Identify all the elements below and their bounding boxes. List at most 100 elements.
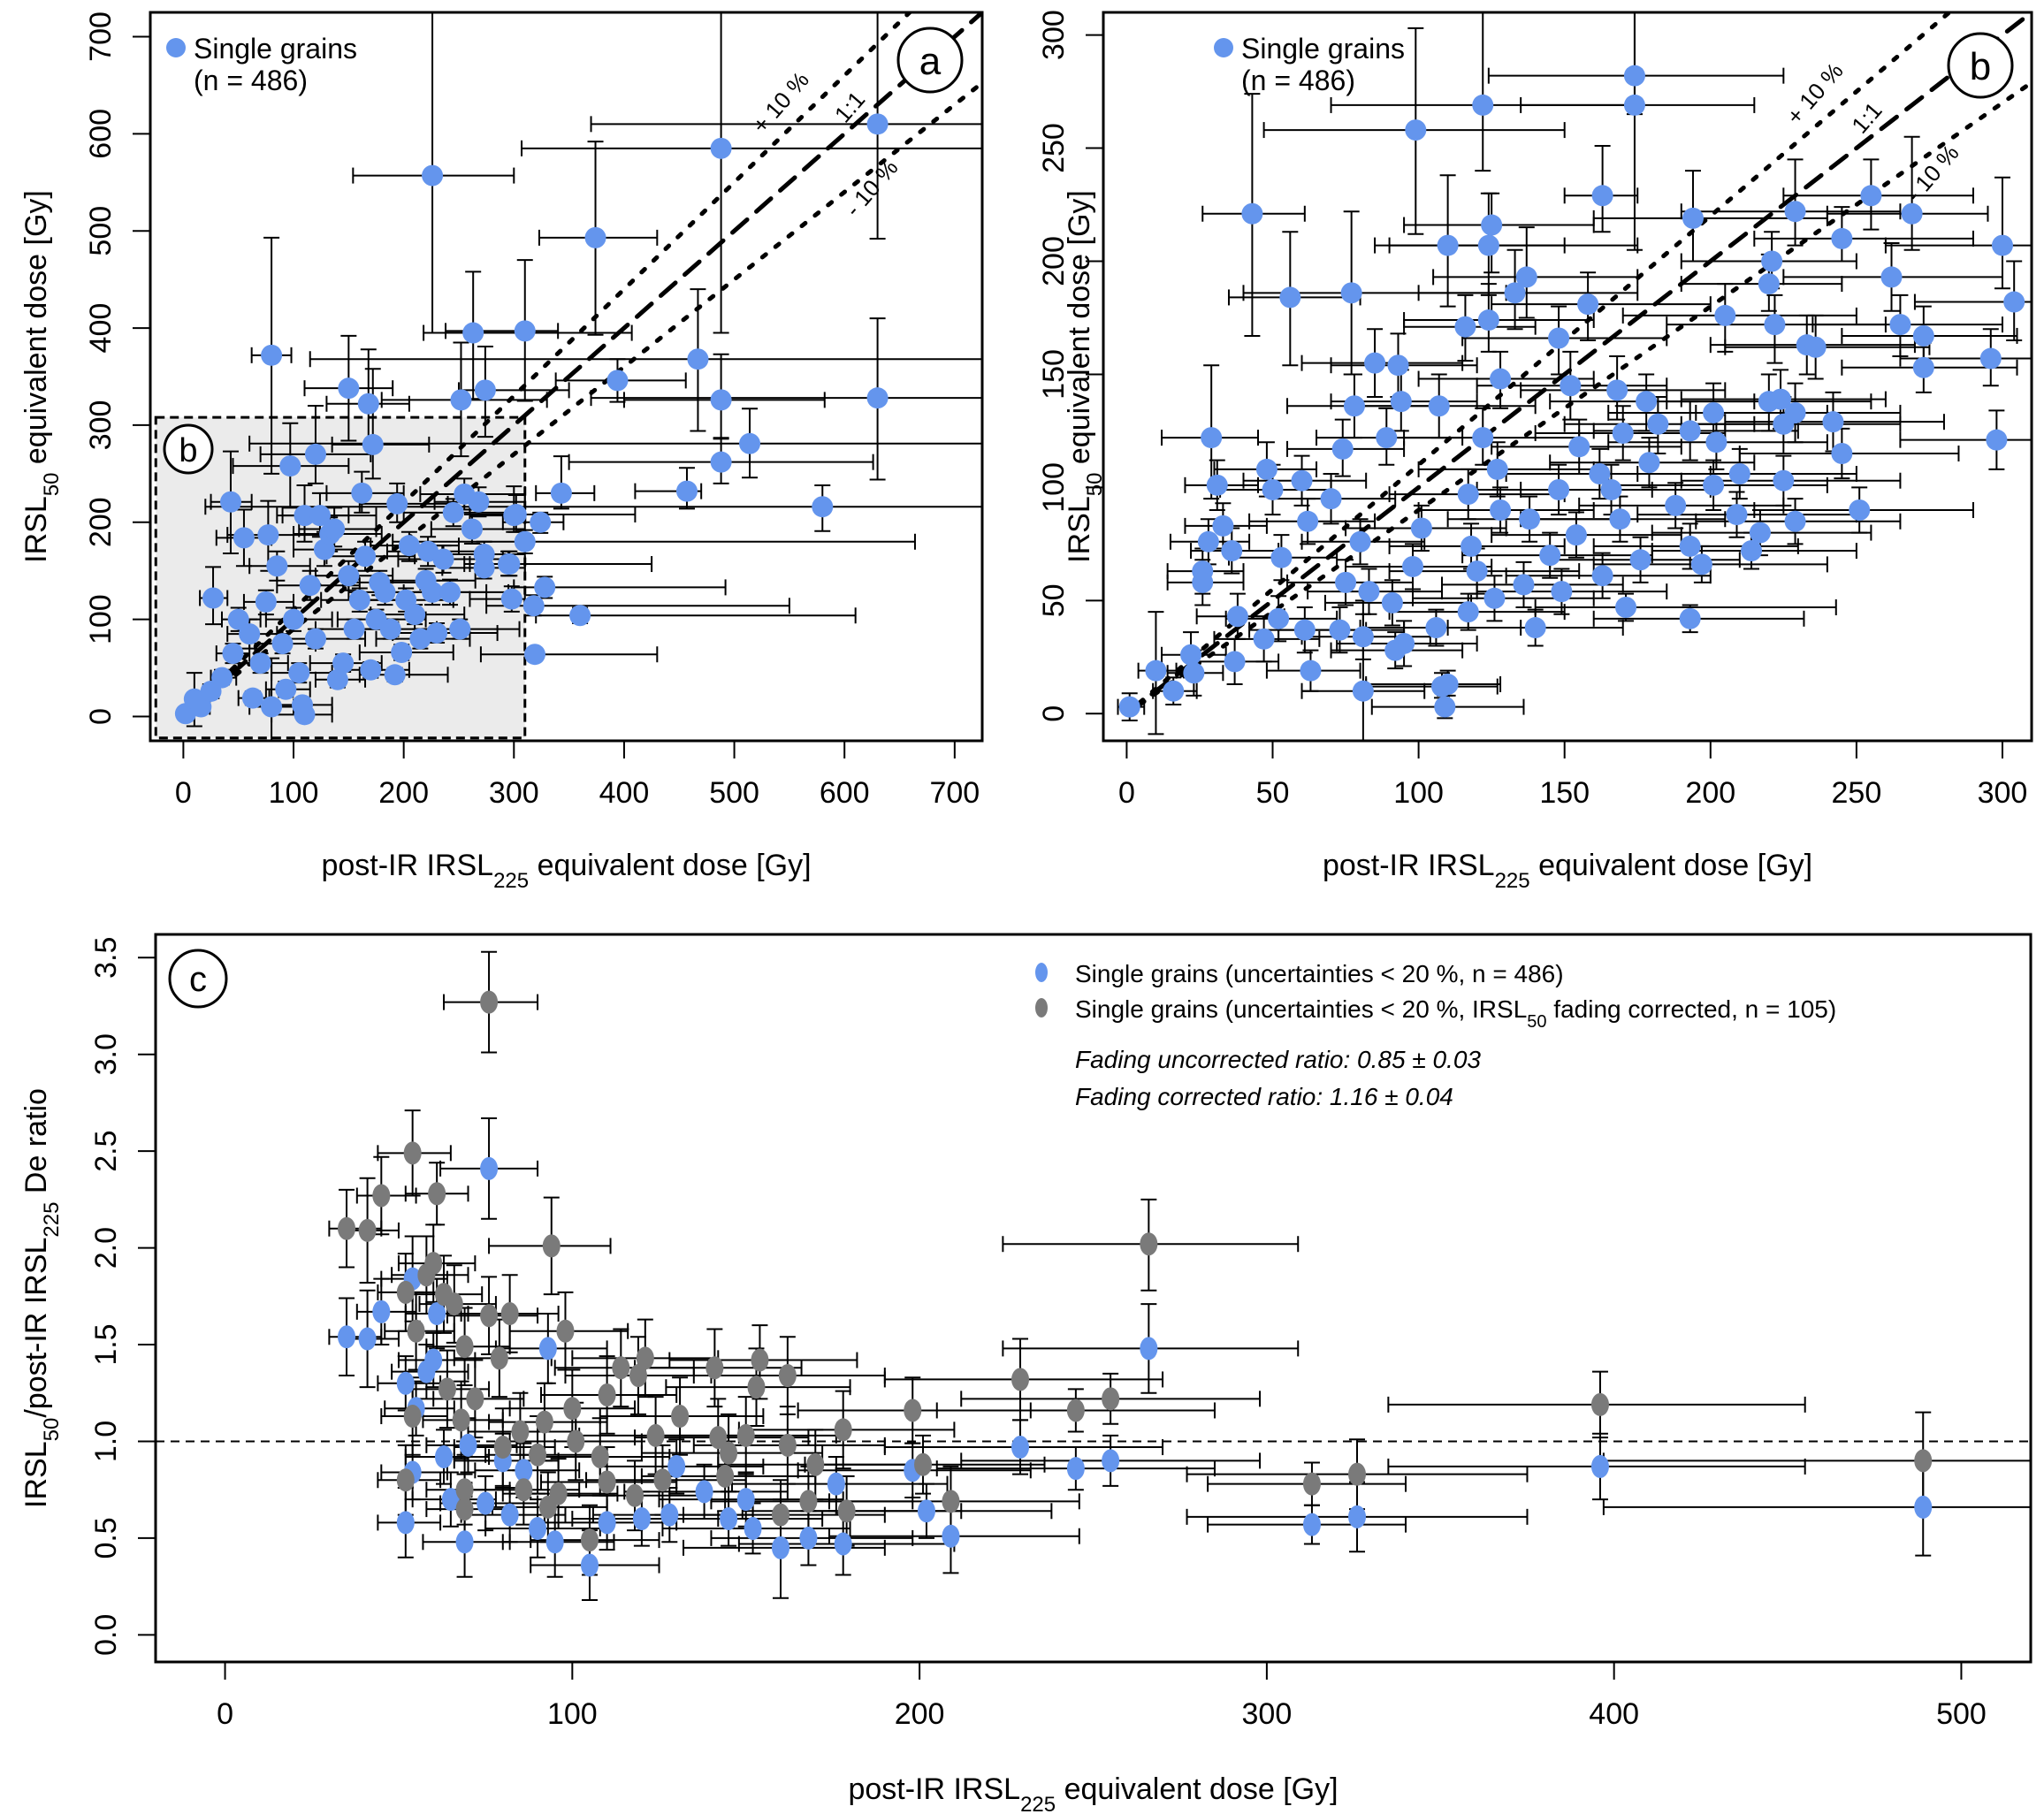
data-point <box>422 581 444 603</box>
data-point <box>1703 401 1725 423</box>
data-point <box>1705 431 1727 454</box>
data-point <box>710 389 732 411</box>
data-point <box>1461 535 1483 557</box>
data-point <box>1703 474 1725 496</box>
x-axis-title-suffix: equivalent dose [Gy] <box>1530 849 1812 882</box>
data-point <box>1612 422 1634 444</box>
data-point <box>942 1490 960 1513</box>
legend-marker-uncorrected <box>1035 963 1048 982</box>
y-tick-label: 0 <box>84 708 118 725</box>
data-point <box>515 1459 533 1482</box>
y-axis-title-sub: 50 <box>1083 473 1107 497</box>
data-point <box>1011 1368 1030 1391</box>
y-axis-title-suffix: equivalent dose [Gy] <box>1063 190 1096 472</box>
data-point <box>1486 458 1508 480</box>
zoom-region-label: b <box>163 423 214 475</box>
data-point <box>1255 458 1278 480</box>
x-tick-label: 100 <box>269 776 319 810</box>
data-point <box>1690 553 1712 575</box>
data-point <box>338 565 360 587</box>
data-point <box>239 623 261 645</box>
y-axis-title-suffix: equivalent dose [Gy] <box>19 190 53 472</box>
data-point <box>355 545 377 568</box>
legend-label-corrected-pre: Single grains (uncertainties < 20 %, IRS… <box>1075 995 1527 1023</box>
x-axis-title-suffix: equivalent dose [Gy] <box>1056 1772 1338 1806</box>
y-tick-label: 50 <box>1037 583 1071 617</box>
error-bar <box>1520 12 1756 251</box>
data-point <box>736 1423 755 1447</box>
data-point <box>432 548 454 570</box>
data-point <box>720 1507 738 1531</box>
data-point <box>529 1443 547 1467</box>
data-point <box>671 1405 690 1429</box>
data-point <box>751 1348 769 1372</box>
data-point <box>227 608 249 630</box>
data-point <box>357 393 379 415</box>
data-point <box>1472 94 1494 116</box>
data-point <box>409 628 431 650</box>
error-bar <box>521 12 982 334</box>
data-point <box>523 644 545 666</box>
data-point <box>1358 581 1380 603</box>
data-point <box>736 1488 755 1512</box>
zoom-region-letter: b <box>179 432 197 469</box>
data-point <box>1519 508 1541 530</box>
data-point <box>1329 619 1351 641</box>
data-point <box>1504 282 1526 304</box>
data-point <box>710 451 732 473</box>
data-point <box>778 1364 797 1388</box>
data-point <box>1320 488 1342 510</box>
data-point <box>358 1218 377 1242</box>
y-axis-title: IRSL50/post-IR IRSL225 De ratio <box>19 1088 64 1508</box>
data-point <box>455 1530 474 1554</box>
data-point <box>556 1319 575 1343</box>
data-point <box>1647 413 1669 435</box>
reference-line-label: - 10 % <box>1901 140 1964 207</box>
x-axis-title: post-IR IRSL225 equivalent dose [Gy] <box>1323 849 1812 893</box>
data-point <box>1140 1232 1158 1256</box>
data-point <box>439 581 461 603</box>
data-point <box>1490 368 1512 390</box>
data-point <box>542 1234 561 1258</box>
data-point <box>1145 659 1167 682</box>
data-point <box>500 588 522 610</box>
data-point <box>324 518 346 540</box>
data-point <box>1679 420 1701 442</box>
data-point <box>522 595 545 617</box>
data-point <box>772 1503 789 1527</box>
data-point <box>351 482 373 504</box>
data-point <box>1206 474 1228 496</box>
data-point <box>606 370 629 392</box>
data-point <box>1253 628 1275 650</box>
x-tick-label: 500 <box>1936 1697 1987 1731</box>
data-point <box>503 505 525 527</box>
points-series-0 <box>1118 65 2025 718</box>
panel-c-axes: 0 100 200 300 400 500 0.0 0.5 1.0 1.5 2.0 2.5 3.0 3.5… <box>19 933 2033 1814</box>
data-point <box>514 530 536 553</box>
data-point <box>1901 202 1923 225</box>
error-bar <box>204 484 982 532</box>
x-tick-label: 400 <box>1589 1697 1639 1731</box>
x-tick-label: 700 <box>929 776 980 810</box>
data-point <box>632 1507 651 1531</box>
data-point <box>1340 282 1362 304</box>
y-tick-label: 2.5 <box>89 1131 123 1172</box>
data-point <box>567 1429 585 1453</box>
data-point <box>1568 436 1590 458</box>
data-point <box>653 1468 672 1492</box>
data-point <box>772 1536 789 1559</box>
x-tick-label: 100 <box>1393 776 1444 810</box>
reference-line-label: 1:1 <box>1846 97 1887 139</box>
error-bar <box>309 288 982 432</box>
panel-c-scatter: 0 100 200 300 400 500 0.0 0.5 1.0 1.5 2.0 2.5 3.0 3.5… <box>19 933 2033 1814</box>
data-point <box>490 1346 508 1370</box>
data-point <box>1102 1387 1120 1411</box>
data-point <box>468 491 490 513</box>
data-point <box>1118 696 1140 718</box>
reference-line-0 <box>1124 12 1953 716</box>
data-point <box>1804 336 1827 358</box>
data-point <box>1262 478 1284 500</box>
y-tick-label: 2.0 <box>89 1227 123 1269</box>
data-point <box>396 1511 415 1535</box>
data-point <box>580 1553 599 1577</box>
